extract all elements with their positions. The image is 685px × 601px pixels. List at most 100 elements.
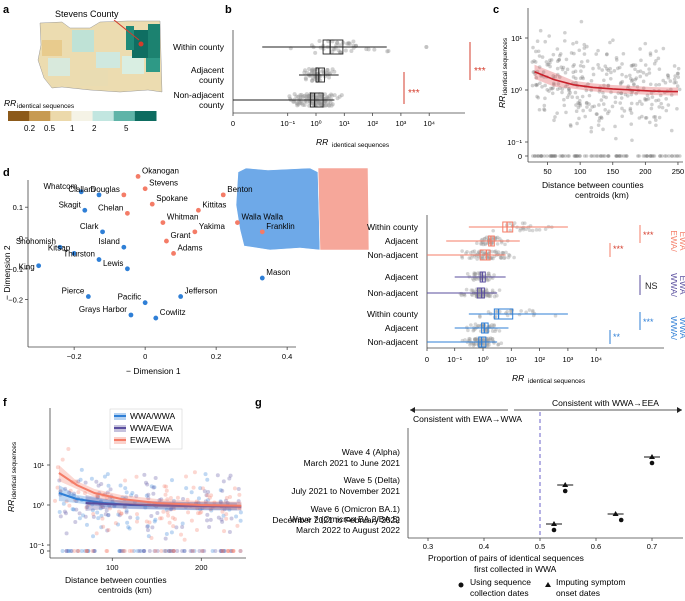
panel-f-point — [105, 528, 110, 533]
panel-f-zero-point — [127, 549, 132, 553]
panel-f-point — [124, 490, 129, 495]
panel-b-point — [366, 47, 371, 52]
panel-e-point — [480, 256, 485, 261]
panel-f-point — [216, 515, 221, 520]
panel-f-zero-point — [84, 549, 89, 553]
panel-f-point — [74, 507, 79, 512]
panel-e-point — [543, 227, 548, 231]
panel-b-point — [336, 48, 341, 53]
panel-c-point — [597, 66, 601, 70]
panel-g-wave-dates: December 2021 to February 2022 — [272, 515, 400, 525]
panel-b-point — [299, 92, 304, 97]
panel-c-point — [555, 87, 560, 92]
panel-e-group-label-line1: WWA/ — [669, 316, 679, 340]
county-label-cowlitz: Cowlitz — [160, 308, 186, 317]
panel-b-point — [291, 99, 296, 104]
panel-c-point — [654, 83, 658, 87]
panel-b-point — [300, 102, 305, 107]
panel-f-zero-point — [220, 549, 225, 553]
panel-f-point — [61, 501, 66, 506]
panel-b-point — [299, 101, 304, 106]
panel-f-zero-point — [82, 549, 87, 553]
panel-g-legend: Using sequence collection dates Imputing… — [458, 577, 625, 598]
panel-c-point — [534, 49, 538, 54]
panel-c-point — [653, 114, 658, 119]
panel-c-point — [583, 114, 587, 119]
panel-e-point — [494, 250, 499, 255]
panel-b-point — [326, 103, 331, 108]
panel-f-point — [64, 531, 69, 536]
panel-f-zero-point — [163, 549, 168, 553]
panel-b-point — [314, 95, 319, 100]
county-label-adams: Adams — [178, 243, 203, 252]
panel-e-point — [460, 249, 464, 253]
panel-f-legend-label: WWA/EWA — [130, 423, 173, 433]
panel-c-point — [569, 124, 573, 128]
panel-f-point — [237, 492, 242, 497]
panel-c-point — [658, 93, 663, 98]
panel-b-point — [292, 92, 297, 97]
panel-e-point — [484, 235, 489, 240]
panel-c-point — [537, 54, 542, 58]
panel-f-zero-point — [159, 549, 164, 553]
panel-f-point — [105, 490, 110, 495]
panel-c-point — [560, 67, 565, 72]
panel-f-zero-point — [175, 549, 180, 553]
panel-e-point — [477, 288, 482, 293]
panel-c-point — [550, 86, 554, 91]
panel-e-row-label: Adjacent — [385, 236, 419, 246]
panel-e-point — [497, 329, 502, 333]
panel-f-point — [70, 507, 75, 512]
panel-g-onset-marker — [562, 482, 569, 487]
panel-c-point — [549, 86, 553, 91]
panel-c-point — [567, 92, 571, 97]
panel-f-point — [146, 524, 151, 529]
panel-f-point — [164, 531, 169, 536]
panel-c-zero-point — [539, 154, 544, 158]
panel-c-point — [603, 108, 608, 112]
panel-c-point — [638, 47, 642, 51]
panel-f-zero-point — [168, 549, 173, 553]
panel-b-point — [327, 75, 332, 80]
panel-c-point — [622, 109, 627, 113]
panel-c-zero-point — [649, 154, 653, 158]
county-label-jefferson: Jefferson — [185, 287, 218, 296]
panel-b-point — [319, 94, 324, 99]
panel-f-point — [155, 511, 160, 516]
panel-f-point — [171, 524, 176, 529]
panel-e-point — [492, 294, 497, 299]
panel-b-x-tick-label: 10¹ — [339, 119, 350, 128]
panel-c-zero-point — [598, 154, 603, 158]
panel-c-point — [599, 98, 604, 102]
panel-f-point — [179, 532, 184, 537]
panel-f-point — [152, 519, 157, 524]
panel-c-point — [657, 115, 662, 120]
panel-c-point — [545, 87, 550, 92]
panel-e-point — [521, 227, 526, 232]
panel-f-point — [157, 498, 162, 503]
panel-e-x-tick-label: 10⁰ — [477, 355, 488, 364]
panel-e-point — [472, 328, 476, 332]
panel-c-zero-point — [672, 154, 677, 158]
panel-b-point — [298, 93, 303, 98]
panel-c-zero-point — [566, 154, 570, 158]
panel-f-point — [184, 486, 189, 491]
panel-c-point — [650, 102, 654, 107]
panel-f-point — [165, 497, 170, 502]
panel-e-sig-wwa-top: *** — [643, 317, 654, 327]
panel-f-zero-point — [222, 549, 227, 553]
panel-c-point — [612, 68, 617, 73]
panel-e-point — [517, 312, 522, 317]
county-label-kitsap: Kitsap — [48, 243, 71, 252]
panel-c-point — [628, 73, 632, 78]
panel-f-point — [235, 523, 240, 528]
panel-e-point — [465, 325, 469, 330]
panel-f-zero-point — [197, 549, 202, 553]
panel-f-y-tick-label: 0 — [40, 547, 44, 556]
wa-inset-west — [235, 167, 321, 251]
wa-inset-east — [317, 167, 370, 251]
panel-c-point — [668, 79, 673, 83]
panel-c-point — [647, 67, 651, 71]
panel-c-zero-point — [623, 154, 628, 158]
panel-f-zero-point — [220, 549, 225, 553]
